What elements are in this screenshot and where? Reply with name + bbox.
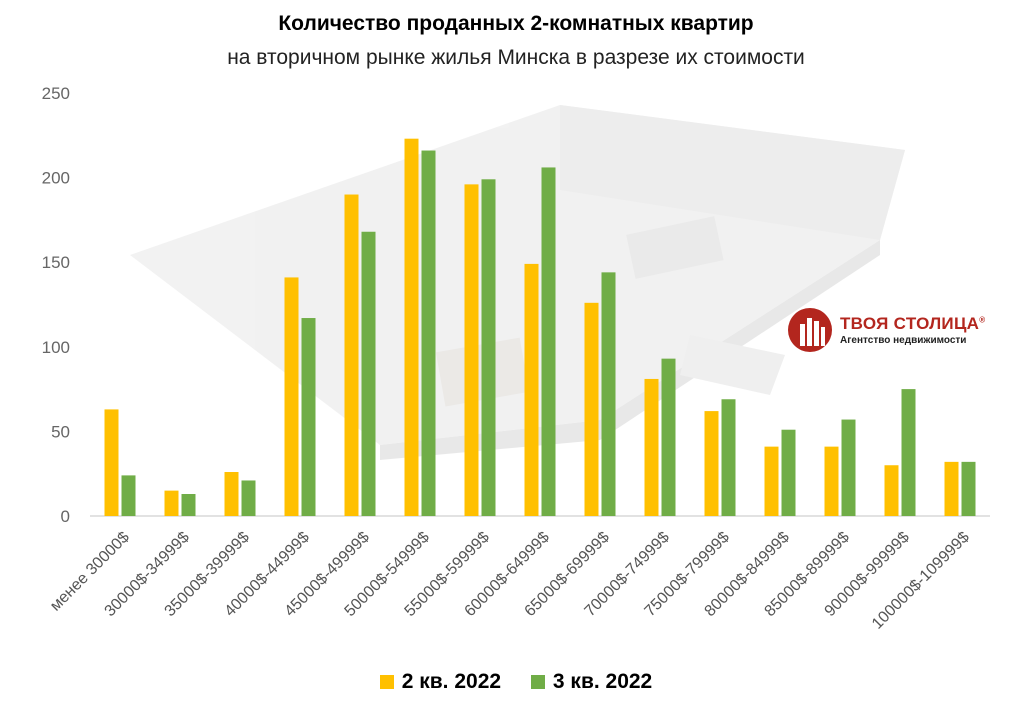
y-tick-label: 150	[42, 253, 70, 272]
bar-series-1	[764, 446, 779, 516]
chart-legend: 2 кв. 2022 3 кв. 2022	[0, 670, 1032, 695]
bar-series-1	[584, 302, 599, 516]
y-tick-label: 250	[42, 84, 70, 103]
bar-series-2	[421, 150, 436, 516]
legend-item-series-2: 3 кв. 2022	[530, 670, 653, 694]
apartment-plan-watermark	[130, 105, 905, 460]
bar-series-1	[704, 411, 719, 516]
logo-tagline: Агентство недвижимости	[840, 335, 967, 346]
x-axis-labels: менее 30000$30000$-34999$35000$-39999$40…	[47, 529, 973, 633]
bar-series-2	[601, 272, 616, 516]
bars-group	[104, 138, 976, 517]
logo-name: ТВОЯ СТОЛИЦА	[840, 314, 980, 333]
bar-series-1	[464, 184, 479, 517]
legend-label-series-2: 3 кв. 2022	[552, 670, 653, 693]
chart-title: Количество проданных 2-комнатных квартир	[278, 12, 754, 35]
y-tick-label: 100	[42, 338, 70, 357]
agency-logo: ТВОЯ СТОЛИЦА® Агентство недвижимости	[788, 308, 985, 352]
bar-series-1	[524, 263, 539, 516]
bar-series-2	[361, 231, 376, 516]
bar-series-2	[541, 167, 556, 516]
bar-series-1	[644, 378, 659, 516]
bar-series-2	[781, 429, 796, 516]
bar-series-2	[721, 399, 736, 516]
bar-series-1	[344, 194, 359, 516]
bar-series-1	[884, 465, 899, 516]
bar-series-1	[164, 490, 179, 516]
bar-series-1	[284, 277, 299, 516]
bar-series-2	[901, 389, 916, 516]
bar-series-1	[104, 409, 119, 516]
y-tick-label: 50	[51, 422, 70, 441]
legend-label-series-1: 2 кв. 2022	[401, 670, 502, 693]
bar-series-1	[824, 446, 839, 516]
bar-series-2	[481, 179, 496, 517]
bar-series-2	[841, 419, 856, 516]
bar-series-2	[961, 461, 976, 516]
legend-swatch-series-1	[379, 675, 394, 689]
y-tick-label: 0	[61, 507, 70, 526]
logo-registered: ®	[979, 315, 986, 325]
bar-series-2	[241, 480, 256, 516]
bar-series-1	[944, 461, 959, 516]
y-axis: 0 50 100 150 200 250	[42, 84, 70, 526]
building-logo-icon	[788, 308, 832, 352]
legend-swatch-series-2	[530, 675, 545, 689]
bar-series-2	[301, 318, 316, 516]
bar-series-1	[224, 472, 239, 516]
bar-series-1	[404, 138, 419, 516]
bar-series-2	[121, 475, 136, 516]
bar-series-2	[661, 358, 676, 516]
bar-series-2	[181, 494, 196, 516]
chart-subtitle: на вторичном рынке жилья Минска в разрез…	[227, 46, 805, 69]
legend-item-series-1: 2 кв. 2022	[379, 670, 502, 694]
y-tick-label: 200	[42, 169, 70, 188]
